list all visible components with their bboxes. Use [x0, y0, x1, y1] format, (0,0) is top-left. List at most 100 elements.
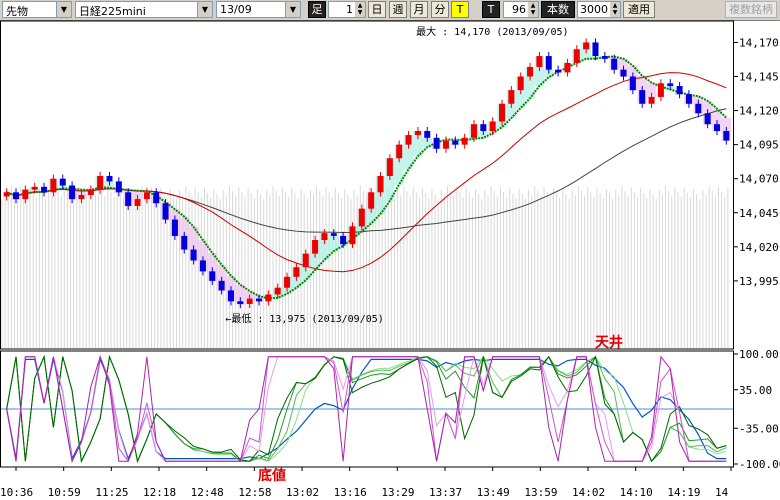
candle-body: [106, 175, 113, 182]
candle-body: [442, 140, 449, 149]
candle-body: [564, 62, 571, 73]
chart-area[interactable]: 最大 : 14,170 (2013/09/05) ←最低 : 13,975 (20…: [0, 20, 780, 500]
minute-button[interactable]: 分: [431, 1, 449, 18]
candle-body: [134, 199, 141, 206]
osc-tick-label: -100.00: [739, 458, 780, 471]
candle-body: [284, 276, 291, 288]
stepper-arrows-icon[interactable]: ▲ ▼: [528, 2, 538, 17]
candle-body: [386, 158, 393, 176]
cloud-band: [188, 226, 199, 261]
cloud-band: [534, 56, 545, 87]
month-button[interactable]: 月: [410, 1, 428, 18]
candle-body: [171, 219, 178, 236]
tick-count-value: 96: [512, 3, 526, 16]
interval-stepper[interactable]: 1 ▲ ▼: [328, 1, 366, 18]
bottom-marker: 底値: [258, 467, 286, 484]
market-select-value: 先物: [6, 5, 28, 18]
candle-body: [87, 189, 94, 196]
candle-body: [601, 56, 608, 59]
y-tick-label: 13,995: [739, 275, 779, 288]
contract-select-value: 13/09: [220, 3, 252, 16]
price-panel[interactable]: 最大 : 14,170 (2013/09/05) ←最低 : 13,975 (20…: [0, 20, 734, 350]
interval-label: 足: [308, 1, 326, 18]
cloud-band: [413, 131, 423, 157]
candle-body: [274, 287, 281, 295]
candle-body: [321, 233, 328, 240]
candle-body: [41, 186, 48, 193]
candle-body: [256, 298, 263, 302]
apply-button[interactable]: 適用: [623, 1, 655, 18]
candle-body: [22, 189, 29, 200]
candle-body: [508, 90, 515, 104]
cloud-band: [646, 82, 657, 98]
candle-body: [330, 233, 337, 236]
candle-body: [695, 103, 702, 114]
candle-body: [639, 90, 646, 104]
cloud-band: [319, 233, 330, 261]
axes: 14,170 14,145 14,120 14,095 14,070 14,045 14,0…: [0, 36, 780, 499]
cloud-band: [329, 235, 339, 252]
bars-stepper[interactable]: 3000 ▲ ▼: [577, 1, 621, 18]
candle-body: [433, 137, 440, 149]
day-button[interactable]: 日: [368, 1, 386, 18]
candle-body: [414, 131, 421, 136]
tick-label: T: [482, 1, 500, 18]
osc-tick-label: 35.00: [739, 384, 772, 397]
week-button[interactable]: 週: [389, 1, 407, 18]
x-tick-label: 13:59: [524, 486, 557, 499]
candle-body: [583, 42, 590, 50]
market-select[interactable]: 先物 ▼: [2, 1, 72, 18]
candle-body: [489, 121, 496, 131]
candle-body: [657, 83, 664, 97]
candle-body: [302, 253, 309, 268]
cloud-band: [525, 66, 535, 99]
tick-button[interactable]: T: [451, 1, 469, 18]
candle-body: [723, 131, 730, 141]
candle-body: [470, 124, 477, 138]
y-tick-label: 14,045: [739, 207, 779, 220]
x-tick-label: 13:02: [286, 486, 319, 499]
max-annotation: 最大 : 14,170 (2013/09/05): [416, 25, 568, 38]
x-tick-label: 12:48: [191, 486, 224, 499]
y-tick-label: 14,120: [739, 105, 779, 118]
instrument-select[interactable]: 日経225mini ▼: [75, 1, 213, 18]
chevron-down-icon[interactable]: ▼: [56, 2, 71, 17]
stepper-arrows-icon[interactable]: ▲ ▼: [355, 2, 365, 17]
x-tick-label: 13:49: [477, 486, 510, 499]
candle-body: [190, 249, 197, 261]
candle-body: [115, 181, 122, 193]
candle-body: [499, 103, 506, 122]
candle-body: [153, 192, 160, 204]
osc-tick-label: 100.00: [739, 348, 779, 361]
min-annotation: ←最低 : 13,975 (2013/09/05): [225, 312, 383, 325]
x-tick-label: 14:10: [620, 486, 653, 499]
chevron-down-icon[interactable]: ▼: [197, 2, 212, 17]
x-tick-label: 13:29: [381, 486, 414, 499]
tick-count-stepper[interactable]: 96 ▲ ▼: [503, 1, 539, 18]
candle-body: [293, 267, 300, 277]
y-tick-label: 14,095: [739, 139, 779, 152]
x-tick-label: 14:02: [572, 486, 605, 499]
candle-body: [69, 185, 76, 200]
candle-body: [340, 235, 347, 245]
x-tick-label: 10:36: [0, 486, 33, 499]
candle-body: [592, 42, 599, 57]
cloud-band: [207, 252, 217, 282]
compare-button[interactable]: 複数銘柄: [725, 1, 777, 18]
contract-select[interactable]: 13/09 ▼: [216, 1, 301, 18]
chevron-down-icon[interactable]: ▼: [285, 2, 300, 17]
candle-body: [143, 192, 150, 200]
cloud-band: [403, 135, 414, 170]
candle-body: [517, 76, 524, 91]
osc-blue-line: [6, 357, 727, 461]
stepper-arrows-icon[interactable]: ▲ ▼: [610, 2, 620, 17]
x-tick-label: 10:59: [48, 486, 81, 499]
candle-body: [480, 124, 487, 131]
candle-body: [620, 69, 627, 77]
candle-body: [3, 192, 10, 197]
x-tick-label: 13:37: [429, 486, 462, 499]
candle-body: [162, 203, 169, 220]
candle-body: [405, 135, 412, 145]
y-tick-label: 14,170: [739, 36, 779, 49]
